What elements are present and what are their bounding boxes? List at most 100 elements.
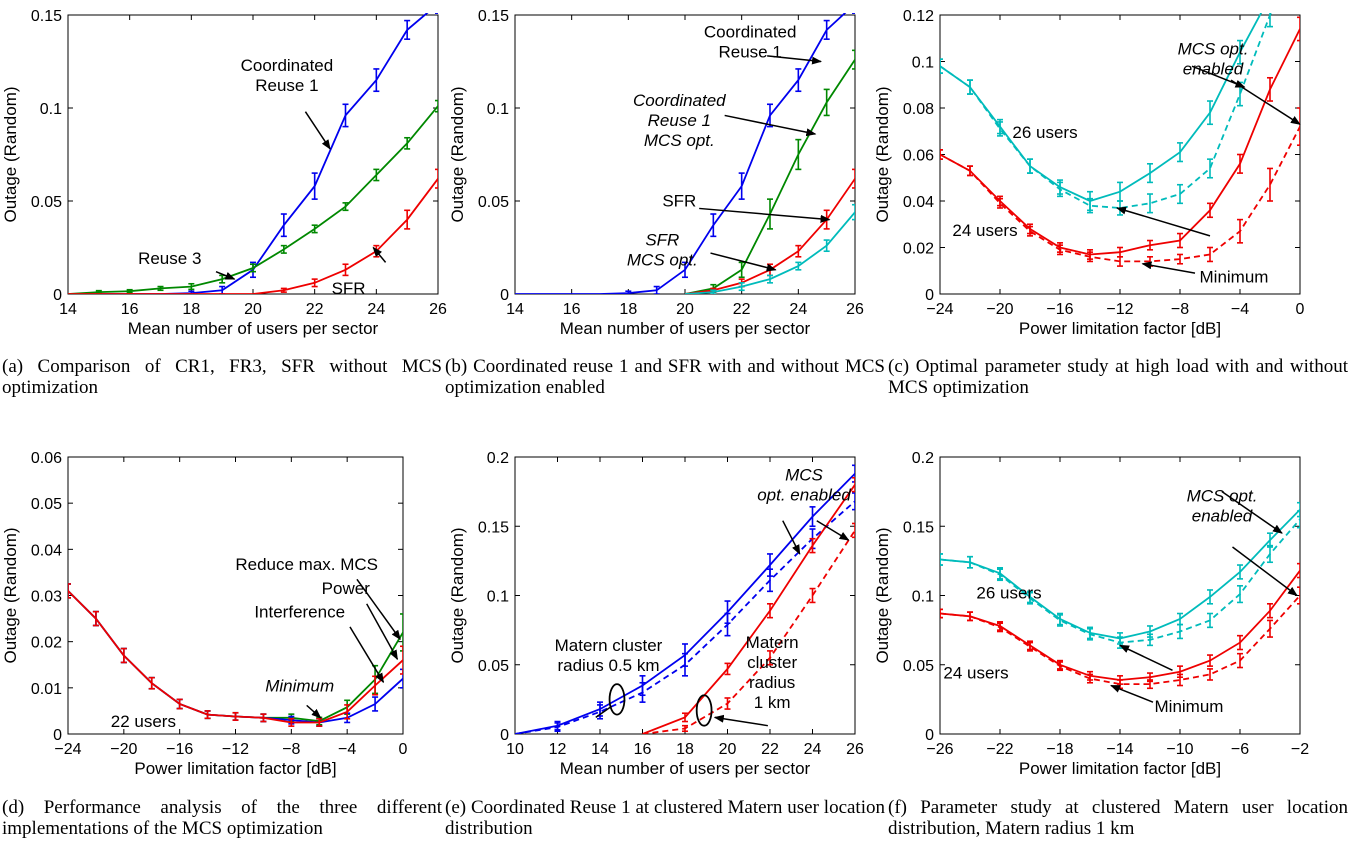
y-tick-label: 0.05 xyxy=(31,194,62,211)
series-line-red-dashed xyxy=(642,529,855,734)
x-tick-label: −16 xyxy=(166,741,193,758)
y-tick-label: 0.2 xyxy=(487,450,509,467)
x-tick-label: 26 xyxy=(846,301,864,318)
annotation-label: Power xyxy=(322,579,371,598)
annotation-arrow xyxy=(356,578,401,641)
annotation-label: radius 0.5 km xyxy=(557,656,659,675)
x-tick-label: 22 xyxy=(306,301,324,318)
series-line-blue xyxy=(68,13,429,294)
annotation-arrow xyxy=(1116,206,1211,237)
panel-e: 10 12 14 16 18 20 22 24 26 0 0.05 0.1 0.15 0.2 Mean nu… xyxy=(448,450,864,778)
annotation-label: Reuse 1 xyxy=(648,111,711,130)
x-tick-label: 24 xyxy=(804,741,822,758)
x-tick-label: 20 xyxy=(676,301,694,318)
x-tick-label: 20 xyxy=(719,741,737,758)
y-tick-label: 0.06 xyxy=(903,148,934,165)
y-tick-label: 0.06 xyxy=(31,450,62,467)
y-axis-label: Outage (Random) xyxy=(1,86,20,222)
annotation-label: Interference xyxy=(254,603,345,622)
annotation-arrow xyxy=(1110,684,1154,703)
x-tick-label: −10 xyxy=(1166,741,1193,758)
x-tick-label: −8 xyxy=(282,741,300,758)
annotation-arrow xyxy=(816,520,850,541)
annotation-arrow xyxy=(713,714,768,727)
annotation-label: SFR xyxy=(645,231,679,250)
x-tick-label: 20 xyxy=(244,301,262,318)
annotation-label: MCS opt. xyxy=(644,131,715,150)
y-tick-label: 0.05 xyxy=(903,658,934,675)
y-tick-label: 0.1 xyxy=(912,55,934,72)
data-layer xyxy=(68,13,438,294)
y-tick-label: 0 xyxy=(925,727,934,744)
y-tick-label: 0.12 xyxy=(903,8,934,25)
x-tick-label: −6 xyxy=(1231,741,1249,758)
x-tick-label: 16 xyxy=(563,301,581,318)
y-tick-label: 0 xyxy=(53,287,62,304)
x-tick-label: −24 xyxy=(54,741,81,758)
annotation-arrow xyxy=(1232,546,1298,597)
caption-c: (c) Optimal parameter study at high load… xyxy=(888,356,1348,398)
y-tick-label: 0 xyxy=(500,287,509,304)
x-tick-label: −16 xyxy=(1046,301,1073,318)
annotation-label: 1 km xyxy=(754,693,791,712)
annotation-label: Reuse 1 xyxy=(719,42,782,61)
x-tick-label: 26 xyxy=(846,741,864,758)
y-tick-label: 0.1 xyxy=(487,101,509,118)
y-tick-label: 0.15 xyxy=(31,8,62,25)
annotation-label: Coordinated xyxy=(241,56,334,75)
x-tick-label: 18 xyxy=(182,301,200,318)
annotation-label: 26 users xyxy=(1012,123,1077,142)
x-tick-label: 24 xyxy=(367,301,385,318)
y-tick-label: 0.04 xyxy=(31,542,62,559)
annotation-arrow xyxy=(782,520,801,555)
annotation-arrow xyxy=(349,626,385,684)
x-tick-label: −20 xyxy=(986,301,1013,318)
y-tick-label: 0.04 xyxy=(903,194,934,211)
panel-b: 14 16 18 20 22 24 26 0 0.05 0.1 0.15 Mean number of… xyxy=(448,8,864,338)
x-axis-label: Mean number of users per sector xyxy=(560,759,811,778)
x-tick-label: −14 xyxy=(1106,741,1133,758)
annotation-label: opt. enabled xyxy=(757,486,851,505)
panel-d: −24 −20 −16 −12 −8 −4 0 0 0.01 0.02 0.03 0.04 0.05 0.… xyxy=(1,450,408,778)
annotation-arrow xyxy=(1221,491,1283,534)
y-axis-label: Outage (Random) xyxy=(873,527,892,663)
annotation-label: 26 users xyxy=(976,583,1041,602)
x-tick-label: −8 xyxy=(1171,301,1189,318)
series-line-blue-dashed xyxy=(515,500,855,734)
x-tick-label: −2 xyxy=(1291,741,1309,758)
annotation-label: enabled xyxy=(1192,506,1253,525)
data-layer xyxy=(940,501,1300,690)
y-tick-label: 0.1 xyxy=(912,589,934,606)
annotation-label: Reduce max. MCS xyxy=(235,555,378,574)
annotation-label: MCS opt. xyxy=(1187,486,1258,505)
annotation-arrow xyxy=(1141,261,1196,274)
y-tick-label: 0.03 xyxy=(31,589,62,606)
x-tick-label: −12 xyxy=(1106,301,1133,318)
annotation-label: Reuse 3 xyxy=(138,249,201,268)
data-layer xyxy=(68,583,403,727)
cluster-ellipse xyxy=(608,683,626,716)
series-line-cyan-dashed xyxy=(940,13,1273,209)
panel-f: −26 −22 −18 −14 −10 −6 −2 0 0.05 0.1 0.15 0.2 Power … xyxy=(873,450,1309,778)
x-tick-label: 16 xyxy=(121,301,139,318)
x-tick-label: 12 xyxy=(549,741,567,758)
annotation-arrow xyxy=(1230,79,1301,125)
annotation-label: Coordinated xyxy=(633,91,726,110)
x-tick-label: −20 xyxy=(110,741,137,758)
annotation-label: Minimum xyxy=(265,677,334,696)
annotation-arrow xyxy=(710,252,777,272)
data-layer xyxy=(940,13,1300,267)
annotation-label: Minimum xyxy=(1200,267,1269,286)
y-tick-label: 0 xyxy=(53,727,62,744)
annotation-label: Matern xyxy=(746,633,799,652)
x-axis-label: Power limitation factor [dB] xyxy=(1019,319,1221,338)
y-axis-label: Outage (Random) xyxy=(873,86,892,222)
x-tick-label: 0 xyxy=(399,741,408,758)
x-tick-label: −26 xyxy=(926,741,953,758)
annotation-label: 24 users xyxy=(943,664,1008,683)
x-tick-label: 18 xyxy=(676,741,694,758)
y-tick-label: 0.15 xyxy=(478,8,509,25)
y-tick-label: 0.08 xyxy=(903,101,934,118)
y-axis-label: Outage (Random) xyxy=(448,86,467,222)
